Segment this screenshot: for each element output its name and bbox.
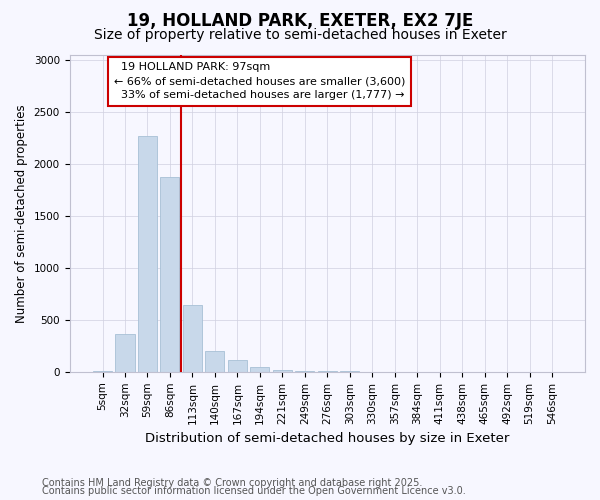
Bar (205, 351, 224, 372)
X-axis label: Distribution of semi-detached houses by size in Exeter: Distribution of semi-detached houses by … (145, 432, 509, 445)
Bar (138, 136, 157, 372)
Text: Size of property relative to semi-detached houses in Exeter: Size of property relative to semi-detach… (94, 28, 506, 42)
Bar (160, 176, 179, 372)
Bar (250, 366, 269, 372)
Text: 19, HOLLAND PARK, EXETER, EX2 7JE: 19, HOLLAND PARK, EXETER, EX2 7JE (127, 12, 473, 30)
Text: 19 HOLLAND PARK: 97sqm
← 66% of semi-detached houses are smaller (3,600)
  33% o: 19 HOLLAND PARK: 97sqm ← 66% of semi-det… (114, 62, 405, 100)
Bar (115, 334, 134, 372)
Bar (183, 306, 202, 372)
Bar (273, 370, 292, 372)
Text: Contains HM Land Registry data © Crown copyright and database right 2025.: Contains HM Land Registry data © Crown c… (42, 478, 422, 488)
Bar (228, 360, 247, 372)
Y-axis label: Number of semi-detached properties: Number of semi-detached properties (15, 104, 28, 322)
Text: Contains public sector information licensed under the Open Government Licence v3: Contains public sector information licen… (42, 486, 466, 496)
Bar (295, 371, 314, 372)
